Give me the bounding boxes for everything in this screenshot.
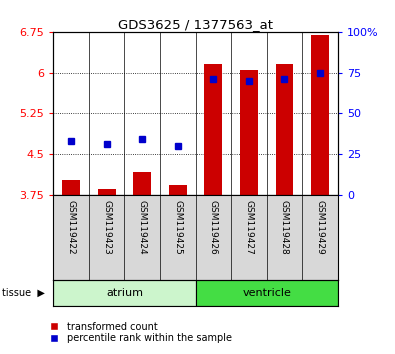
Text: GSM119427: GSM119427 bbox=[245, 200, 253, 255]
Bar bbox=[276, 64, 293, 195]
Text: GSM119422: GSM119422 bbox=[67, 200, 75, 255]
Text: GSM119426: GSM119426 bbox=[209, 200, 218, 255]
Text: tissue  ▶: tissue ▶ bbox=[2, 288, 45, 298]
Bar bbox=[134, 172, 151, 195]
Text: GSM119429: GSM119429 bbox=[316, 200, 324, 255]
Text: GSM119423: GSM119423 bbox=[102, 200, 111, 255]
Bar bbox=[62, 180, 80, 195]
Bar bbox=[240, 70, 258, 195]
Text: GSM119425: GSM119425 bbox=[173, 200, 182, 255]
Legend: transformed count, percentile rank within the sample: transformed count, percentile rank withi… bbox=[40, 318, 235, 347]
Bar bbox=[196, 280, 338, 306]
Bar bbox=[205, 64, 222, 195]
Text: ventricle: ventricle bbox=[242, 288, 291, 298]
Text: GSM119424: GSM119424 bbox=[138, 200, 147, 255]
Bar bbox=[53, 280, 196, 306]
Bar bbox=[311, 35, 329, 195]
Text: atrium: atrium bbox=[106, 288, 143, 298]
Bar bbox=[98, 189, 115, 195]
Text: GSM119428: GSM119428 bbox=[280, 200, 289, 255]
Bar bbox=[169, 185, 186, 195]
Title: GDS3625 / 1377563_at: GDS3625 / 1377563_at bbox=[118, 18, 273, 31]
